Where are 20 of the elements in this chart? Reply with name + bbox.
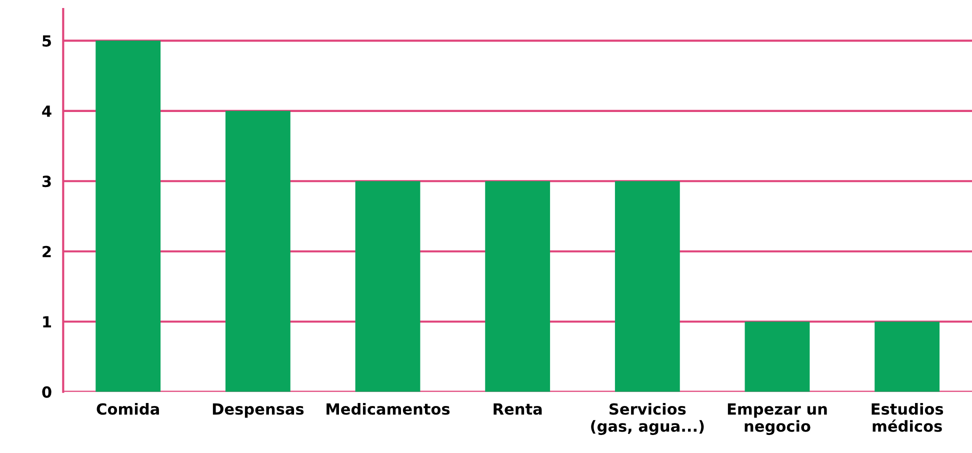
bar <box>485 181 550 392</box>
x-tick-label: Despensas <box>212 403 304 418</box>
x-tick-label: Renta <box>494 403 542 415</box>
x-tick-label: Servicios (gas, agua...) <box>591 402 704 435</box>
bar <box>874 322 940 392</box>
x-tick-label: Comida <box>96 402 159 415</box>
bar <box>744 322 810 392</box>
y-tick-label: 4 <box>42 106 52 117</box>
y-tick-label: 2 <box>42 246 51 258</box>
x-tick-label: Medicamentos <box>326 402 450 415</box>
x-tick-label: Empezar un negocio <box>728 403 827 435</box>
y-tick-label: 3 <box>42 176 51 188</box>
y-tick-label: 1 <box>43 316 52 328</box>
bar <box>614 181 680 392</box>
y-tick-label: 0 <box>42 386 52 398</box>
bar <box>96 40 161 392</box>
y-tick-label: 5 <box>42 35 51 47</box>
x-tick-label: Estudios médicos <box>872 402 944 432</box>
bar <box>225 110 290 392</box>
bar <box>355 181 420 392</box>
